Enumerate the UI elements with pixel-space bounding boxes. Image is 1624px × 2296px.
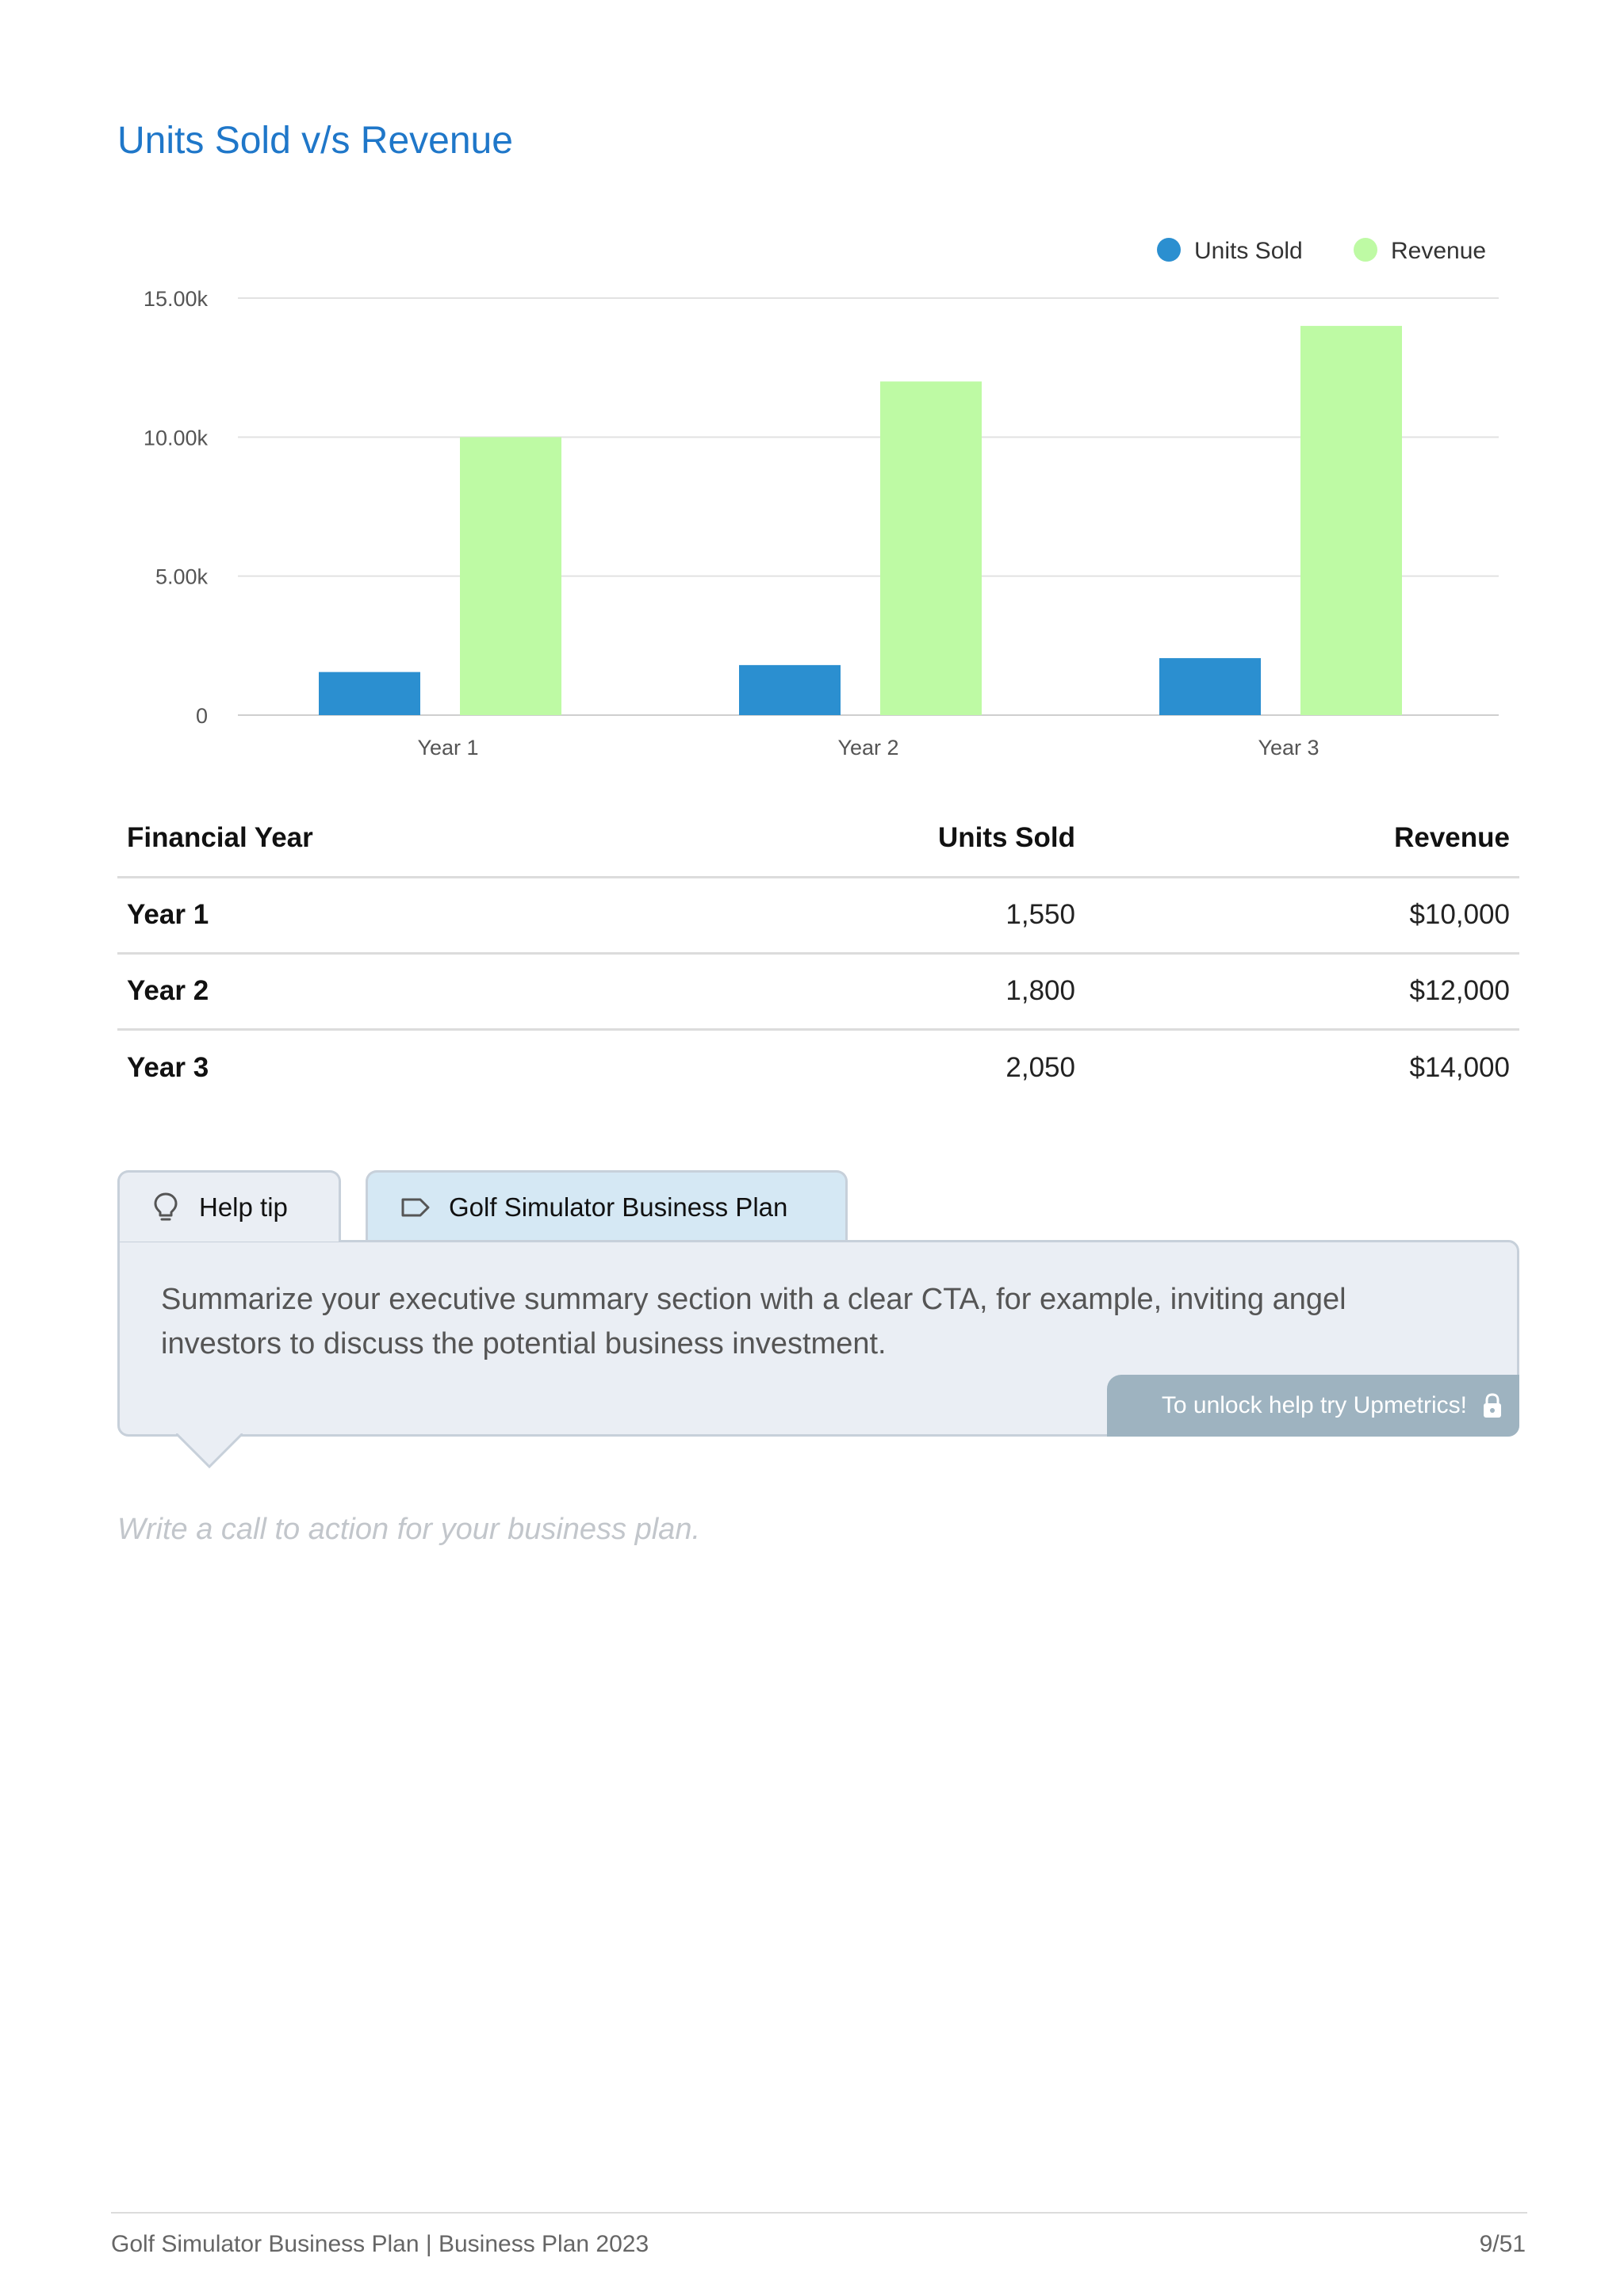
cell-year: Year 2: [117, 953, 625, 1031]
x-tick-label: Year 1: [417, 736, 478, 760]
header-units-sold: Units Sold: [625, 801, 1085, 878]
cta-editor-placeholder[interactable]: Write a call to action for your business…: [117, 1513, 701, 1546]
bar-units-sold: [739, 664, 841, 715]
tip-pointer: [176, 1433, 243, 1469]
bar-revenue: [1300, 326, 1402, 715]
bar-revenue: [880, 381, 982, 715]
y-tick-label: 0: [196, 704, 208, 728]
tab-plan-label: Golf Simulator Business Plan: [449, 1192, 788, 1222]
financial-table: Financial Year Units Sold Revenue Year 1…: [117, 801, 1519, 1105]
tab-business-plan[interactable]: Golf Simulator Business Plan: [366, 1170, 848, 1242]
table-row: Year 1 1,550 $10,000: [117, 877, 1519, 955]
legend-marker: [1157, 238, 1181, 262]
table-row: Year 3 2,050 $14,000: [117, 1029, 1519, 1105]
table-header-row: Financial Year Units Sold Revenue: [117, 801, 1519, 878]
cell-year: Year 3: [127, 1051, 209, 1083]
tag-icon: [400, 1192, 431, 1223]
footer-document-title: Golf Simulator Business Plan | Business …: [111, 2231, 649, 2257]
bar-units-sold: [1159, 658, 1261, 715]
header-revenue: Revenue: [1085, 801, 1519, 878]
cell-year: Year 1: [117, 877, 625, 955]
cell-revenue: $14,000: [1409, 1051, 1510, 1083]
help-tip-box: Summarize your executive summary section…: [117, 1240, 1519, 1437]
y-tick-label: 15.00k: [144, 287, 209, 311]
y-tick-label: 5.00k: [155, 565, 209, 589]
bar-units-sold: [319, 672, 420, 715]
legend-label: Units Sold: [1194, 238, 1303, 264]
section-title: Units Sold v/s Revenue: [117, 120, 513, 162]
cell-revenue: $12,000: [1085, 953, 1519, 1031]
cell-units: 1,550: [625, 877, 1085, 955]
bar-revenue: [460, 437, 561, 715]
footer-divider: [111, 2212, 1527, 2214]
y-tick-label: 10.00k: [144, 426, 209, 450]
lightbulb-icon: [150, 1192, 182, 1223]
table-row: Year 2 1,800 $12,000: [117, 953, 1519, 1031]
footer-page-number: 9/51: [1479, 2231, 1526, 2257]
header-financial-year: Financial Year: [117, 801, 625, 878]
unlock-help-button[interactable]: To unlock help try Upmetrics!: [1107, 1375, 1519, 1437]
unlock-label: To unlock help try Upmetrics!: [1161, 1392, 1467, 1418]
help-tip-text: Summarize your executive summary section…: [161, 1283, 1346, 1360]
x-tick-label: Year 2: [837, 736, 898, 760]
units-revenue-chart: 0 5.00k 10.00k 15.00k Year 1 Year 2 Year 3 Unit…: [144, 238, 1499, 760]
legend-marker: [1354, 238, 1377, 262]
tab-help-tip[interactable]: Help tip: [117, 1170, 341, 1242]
lock-icon: [1481, 1392, 1503, 1419]
cell-units: 1,800: [625, 953, 1085, 1031]
legend-label: Revenue: [1391, 238, 1486, 264]
cell-revenue: $10,000: [1085, 877, 1519, 955]
x-tick-label: Year 3: [1258, 736, 1319, 760]
tab-help-label: Help tip: [199, 1192, 288, 1222]
cell-units: 2,050: [1005, 1051, 1075, 1083]
